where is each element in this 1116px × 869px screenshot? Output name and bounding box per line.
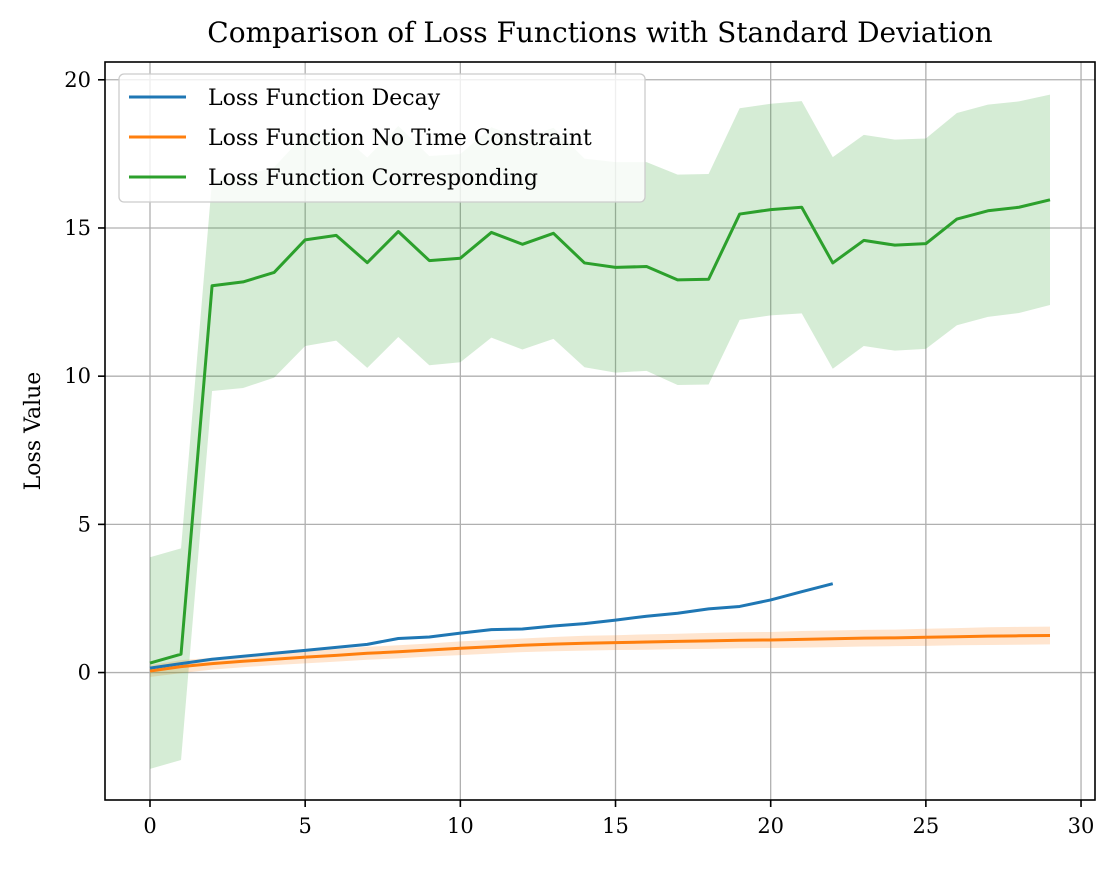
x-tick-label: 5 (298, 814, 311, 838)
line-series-2 (149, 634, 1051, 673)
y-tick-label: 5 (78, 512, 91, 536)
legend-label: Loss Function Corresponding (208, 166, 538, 191)
tick-layer: 0 5 10 15 20 25 30 0 5 10 15 20 (64, 68, 1094, 838)
x-tick-label: 15 (602, 814, 629, 838)
x-tick-label: 20 (757, 814, 784, 838)
legend-label: Loss Function Decay (208, 86, 441, 111)
x-tick-label: 0 (143, 814, 156, 838)
x-tick-label: 25 (912, 814, 939, 838)
y-tick-label: 20 (64, 68, 91, 92)
y-axis-label: Loss Value (21, 372, 46, 491)
y-tick-label: 10 (64, 364, 91, 388)
legend-label: Loss Function No Time Constraint (208, 126, 592, 151)
legend: Loss Function Decay Loss Function No Time… (118, 73, 646, 203)
y-tick-label: 0 (78, 661, 91, 685)
x-tick-label: 30 (1068, 814, 1095, 838)
line-series-1 (149, 582, 834, 670)
chart-title: Comparison of Loss Functions with Standa… (207, 16, 992, 49)
axes-frame (104, 61, 1096, 801)
legend-box (118, 73, 646, 203)
line-layer (149, 198, 1051, 673)
line-series-3 (149, 198, 1051, 665)
std-band-series-3 (150, 94, 1050, 769)
y-tick-label: 15 (64, 216, 91, 240)
x-tick-label: 10 (447, 814, 474, 838)
